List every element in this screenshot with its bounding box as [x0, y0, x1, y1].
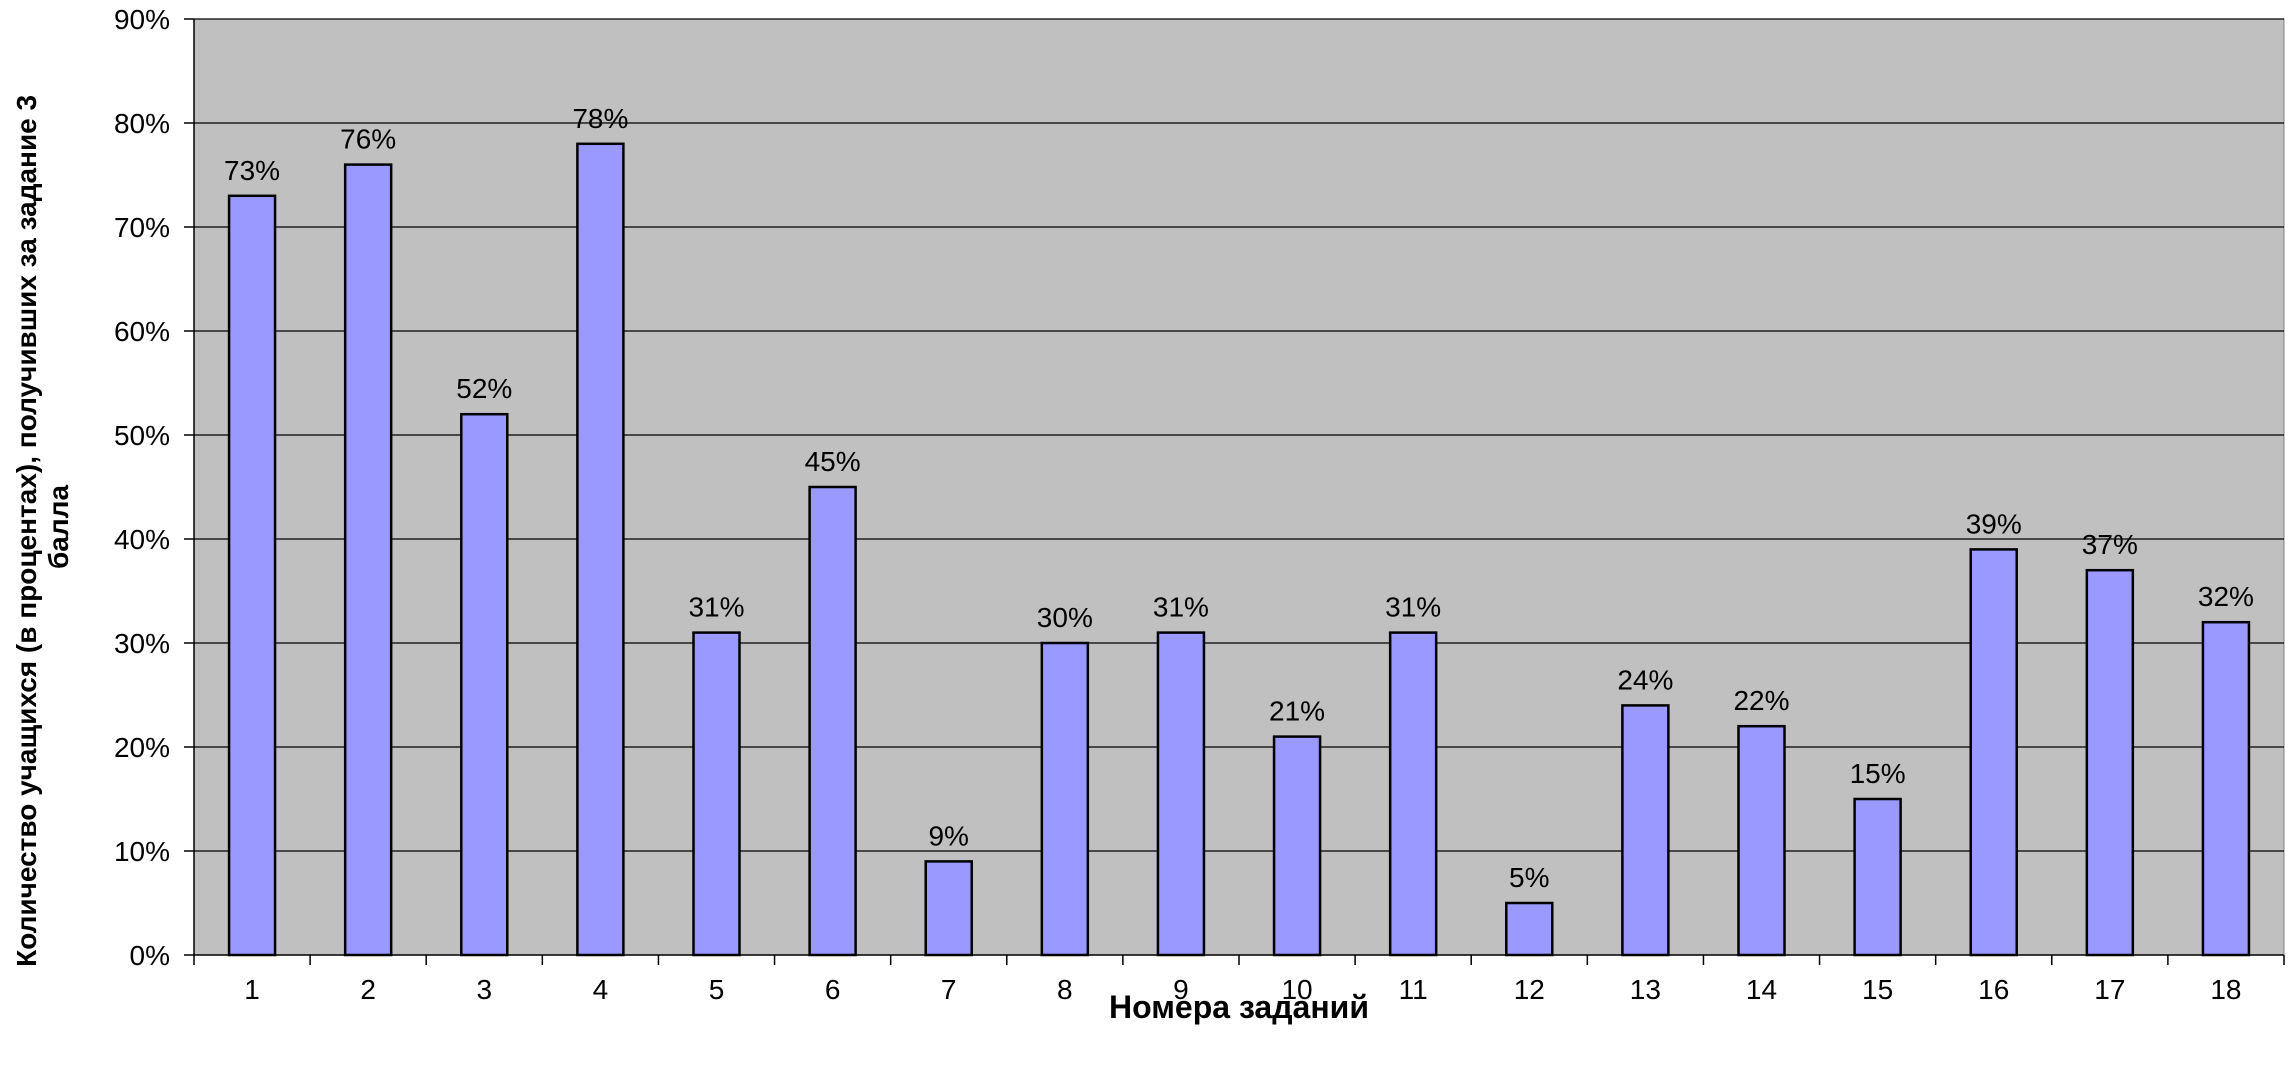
data-label-task-1: 73%: [224, 155, 280, 186]
x-tick-label: 8: [1057, 974, 1073, 1005]
x-tick-label: 6: [825, 974, 841, 1005]
y-tick-label: 80%: [114, 108, 170, 139]
bar-task-5: [692, 631, 741, 957]
y-tick-label: 10%: [114, 836, 170, 867]
data-label-task-17: 37%: [2082, 529, 2138, 560]
data-label-task-15: 15%: [1850, 758, 1906, 789]
gridlines: [194, 18, 2284, 852]
bar-task-12: [1505, 901, 1554, 957]
y-axis-title-line1: Количество учащихся (в процентах), получ…: [11, 95, 42, 967]
y-tick-label: 60%: [114, 316, 170, 347]
data-label-task-2: 76%: [340, 124, 396, 155]
bar-task-15: [1853, 797, 1902, 957]
axes: 0%10%20%30%40%50%60%70%80%90%1 2 3 4 5 6 7 8 9 10…: [114, 4, 2285, 1005]
data-label-task-11: 31%: [1385, 592, 1441, 623]
bar-task-8: [1040, 641, 1090, 957]
y-tick-label: 40%: [114, 524, 170, 555]
bar-task-10: [1272, 735, 1322, 957]
data-label-task-13: 24%: [1617, 664, 1673, 695]
data-labels: 73% 76% 52% 78% 31% 45% 9% 30% 31% 21% 31% 5% 24% 22%…: [224, 103, 2254, 893]
x-tick-label: 17: [2094, 974, 2125, 1005]
data-label-task-4: 78%: [572, 103, 628, 134]
y-tick-label: 20%: [114, 732, 170, 763]
y-tick-label: 0%: [130, 940, 170, 971]
bar-task-4: [576, 142, 625, 957]
x-tick-label: 16: [1978, 974, 2009, 1005]
bar-task-2: [343, 163, 393, 957]
x-tick-label: 1: [244, 974, 260, 1005]
y-tick-label: 90%: [114, 4, 170, 35]
data-label-task-3: 52%: [456, 373, 512, 404]
x-tick-label: 10: [1281, 974, 1312, 1005]
x-tick-label: 5: [709, 974, 725, 1005]
bar-task-11: [1388, 631, 1438, 957]
y-axis-title-line2: балла: [43, 485, 74, 569]
y-tick-label: 30%: [114, 628, 170, 659]
bar-task-14: [1737, 724, 1786, 957]
data-label-task-18: 32%: [2198, 581, 2254, 612]
bar-task-13: [1621, 704, 1670, 957]
x-tick-label: 3: [476, 974, 492, 1005]
bar-task-16: [1969, 548, 2018, 957]
y-tick-label: 70%: [114, 212, 170, 243]
y-axis-title: Количество учащихся (в процентах), получ…: [11, 87, 74, 967]
data-label-task-9: 31%: [1153, 592, 1209, 623]
x-tick-label: 2: [360, 974, 376, 1005]
x-tick-label: 7: [941, 974, 957, 1005]
y-tick-label: 50%: [114, 420, 170, 451]
data-label-task-12: 5%: [1509, 862, 1549, 893]
data-label-task-16: 39%: [1966, 508, 2022, 539]
bar-task-18: [2201, 620, 2251, 957]
bar-task-1: [227, 194, 277, 957]
x-tick-label: 13: [1630, 974, 1661, 1005]
bar-task-6: [808, 485, 857, 957]
data-label-task-5: 31%: [688, 592, 744, 623]
plot-area: [193, 18, 2285, 956]
bar-task-3: [460, 412, 509, 957]
bars: [227, 142, 2251, 957]
data-label-task-8: 30%: [1037, 602, 1093, 633]
data-label-task-10: 21%: [1269, 696, 1325, 727]
x-tick-label: 15: [1862, 974, 1893, 1005]
data-label-task-6: 45%: [805, 446, 861, 477]
x-tick-label: 4: [593, 974, 609, 1005]
bar-task-7: [924, 860, 973, 957]
data-label-task-7: 9%: [928, 820, 968, 851]
x-tick-label: 11: [1399, 974, 1428, 1005]
x-tick-label: 18: [2210, 974, 2241, 1005]
data-label-task-14: 22%: [1733, 685, 1789, 716]
x-axis-title: Номера заданий: [1109, 989, 1369, 1025]
bar-task-17: [2085, 568, 2135, 957]
bar-task-9: [1156, 631, 1206, 957]
x-tick-label: 14: [1746, 974, 1777, 1005]
x-tick-label: 12: [1514, 974, 1545, 1005]
x-tick-label: 9: [1173, 974, 1189, 1005]
